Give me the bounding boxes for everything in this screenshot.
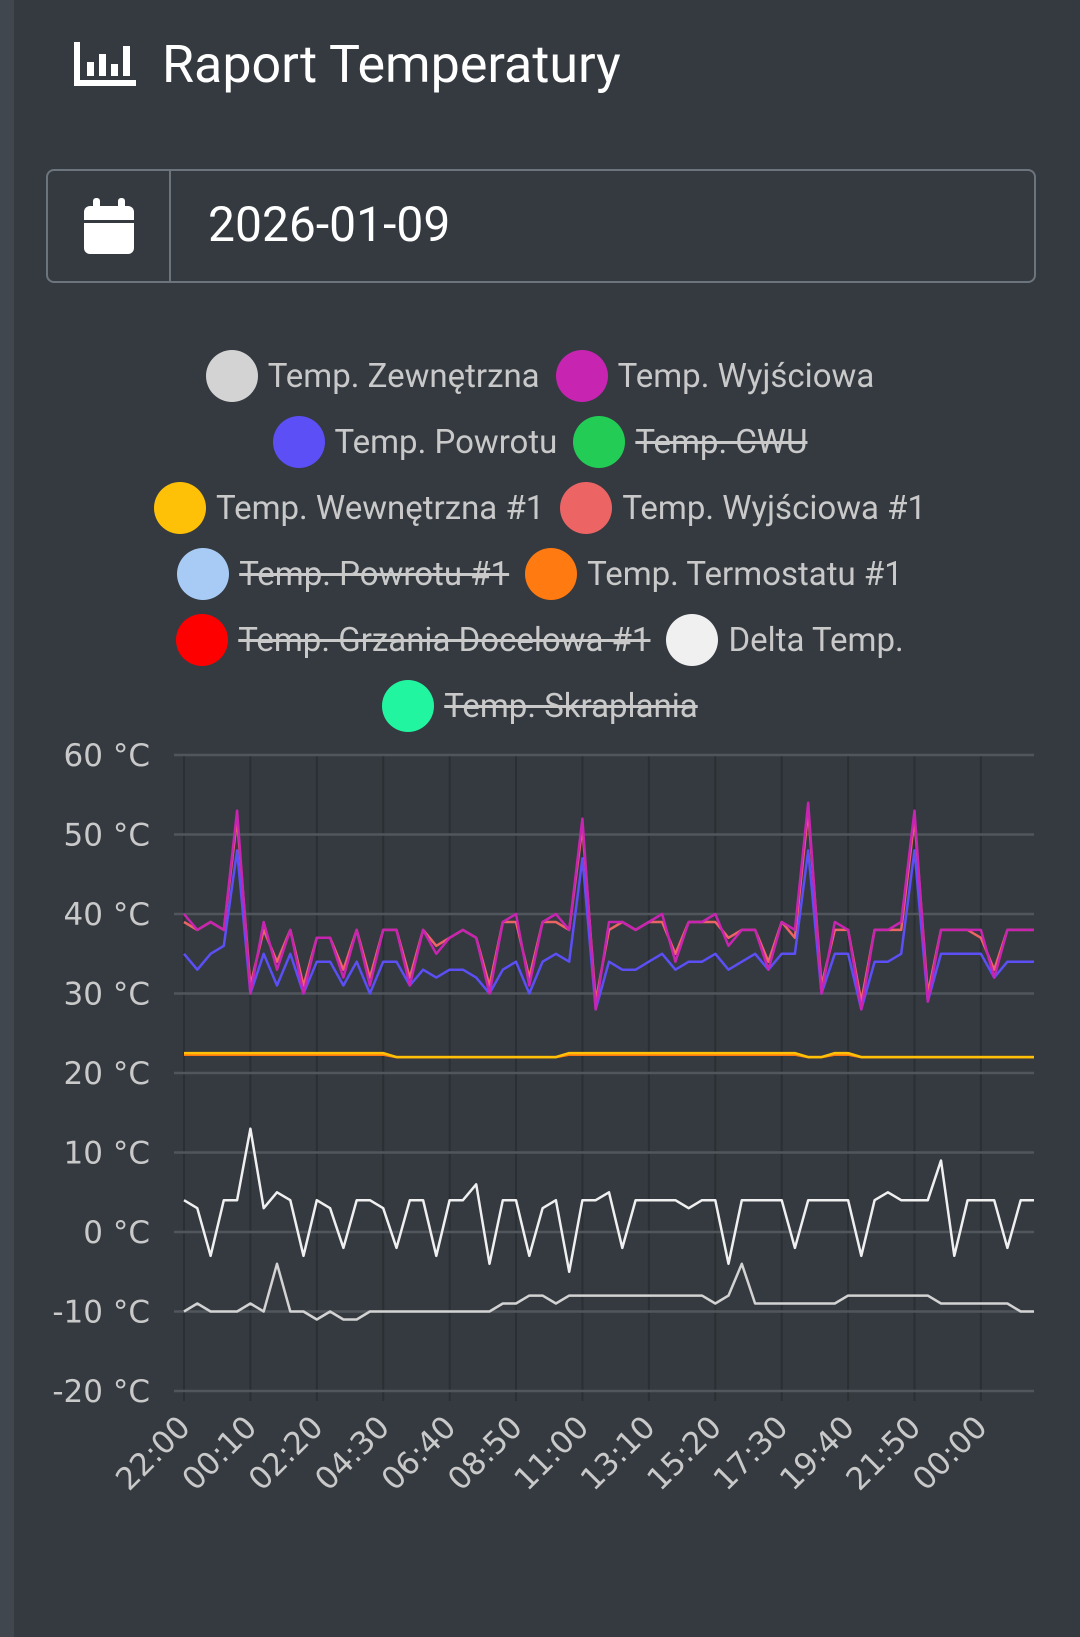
legend-swatch xyxy=(666,614,719,666)
legend-label: Temp. CWU xyxy=(635,422,808,462)
legend-label: Temp. Skraplania xyxy=(444,686,698,726)
legend-item[interactable]: Temp. Zewnętrzna xyxy=(205,350,540,402)
legend: Temp. Zewnętrzna Temp. Wyjściowa Temp. Pow… xyxy=(0,343,1080,739)
x-tick-label: 17:30 xyxy=(707,1409,796,1498)
x-tick-label: 08:50 xyxy=(441,1409,530,1498)
y-tick-label: 50 °C xyxy=(64,818,150,854)
x-tick-label: 04:30 xyxy=(308,1409,397,1498)
series-line xyxy=(183,1127,1034,1274)
legend-label: Temp. Wyjściowa xyxy=(617,356,875,396)
x-tick-label: 19:40 xyxy=(773,1409,862,1498)
legend-row: Temp. Skraplania xyxy=(0,673,1080,739)
x-tick-label: 00:00 xyxy=(906,1409,995,1498)
legend-label: Temp. Powrotu xyxy=(334,422,558,462)
x-tick-label: 22:00 xyxy=(109,1409,198,1498)
legend-label: Temp. Wyjściowa #1 xyxy=(622,488,926,528)
x-tick-label: 06:40 xyxy=(375,1409,464,1498)
legend-item[interactable]: Temp. CWU xyxy=(573,416,807,468)
legend-row: Temp. Powrotu #1 Temp. Termostatu #1 xyxy=(0,541,1080,607)
legend-swatch xyxy=(525,548,578,600)
y-tick-label: -20 °C xyxy=(52,1374,150,1410)
legend-label: Temp. Grzania Docelowa #1 xyxy=(238,620,651,660)
legend-item[interactable]: Delta Temp. xyxy=(666,614,904,666)
legend-row: Temp. Wewnętrzna #1 Temp. Wyjściowa #1 xyxy=(0,475,1080,541)
x-tick-label: 02:20 xyxy=(242,1409,331,1498)
series-line xyxy=(183,801,1034,1011)
legend-item[interactable]: Temp. Skraplania xyxy=(382,680,698,732)
side-strip xyxy=(0,0,14,1637)
legend-row: Temp. Powrotu Temp. CWU xyxy=(0,409,1080,475)
y-tick-label: 0 °C xyxy=(83,1215,150,1251)
date-input[interactable]: 2026-01-09 xyxy=(46,169,1036,283)
calendar-icon xyxy=(84,198,134,254)
legend-label: Delta Temp. xyxy=(728,620,904,660)
legend-item[interactable]: Temp. Wewnętrzna #1 xyxy=(153,482,545,534)
x-tick-label: 00:10 xyxy=(175,1409,264,1498)
legend-label: Temp. Powrotu #1 xyxy=(239,554,510,594)
legend-swatch xyxy=(382,680,435,732)
legend-item[interactable]: Temp. Grzania Docelowa #1 xyxy=(176,614,650,666)
legend-swatch xyxy=(272,416,325,468)
legend-label: Temp. Termostatu #1 xyxy=(587,554,903,594)
legend-row: Temp. Grzania Docelowa #1 Delta Temp. xyxy=(0,607,1080,673)
y-tick-label: 10 °C xyxy=(64,1136,150,1172)
legend-swatch xyxy=(177,548,230,600)
y-tick-label: 20 °C xyxy=(64,1056,150,1092)
legend-row: Temp. Zewnętrzna Temp. Wyjściowa xyxy=(0,343,1080,409)
legend-swatch xyxy=(205,350,258,402)
x-tick-label: 21:50 xyxy=(839,1409,928,1498)
legend-item[interactable]: Temp. Powrotu #1 xyxy=(177,548,509,600)
legend-label: Temp. Zewnętrzna xyxy=(267,356,540,396)
series-line xyxy=(183,1262,1034,1321)
divider xyxy=(169,171,171,281)
x-tick-label: 15:20 xyxy=(640,1409,729,1498)
legend-swatch xyxy=(573,416,626,468)
legend-item[interactable]: Temp. Termostatu #1 xyxy=(525,548,903,600)
x-tick-label: 13:10 xyxy=(574,1409,663,1498)
y-tick-label: 30 °C xyxy=(64,977,150,1013)
legend-swatch xyxy=(560,482,613,534)
legend-item[interactable]: Temp. Powrotu xyxy=(272,416,558,468)
series-line xyxy=(183,849,1034,1011)
page-title: Raport Temperatury xyxy=(162,34,621,95)
legend-swatch xyxy=(176,614,229,666)
legend-item[interactable]: Temp. Wyjściowa xyxy=(555,350,875,402)
y-tick-label: 60 °C xyxy=(64,738,150,774)
chart-icon xyxy=(74,42,136,86)
y-tick-label: -10 °C xyxy=(52,1295,150,1331)
legend-swatch xyxy=(555,350,608,402)
series-line xyxy=(184,1051,1034,1059)
legend-item[interactable]: Temp. Wyjściowa #1 xyxy=(560,482,926,534)
legend-swatch xyxy=(153,482,206,534)
y-tick-label: 40 °C xyxy=(64,897,150,933)
date-value[interactable]: 2026-01-09 xyxy=(208,196,451,253)
x-tick-label: 11:00 xyxy=(507,1409,596,1498)
legend-label: Temp. Wewnętrzna #1 xyxy=(215,488,545,528)
